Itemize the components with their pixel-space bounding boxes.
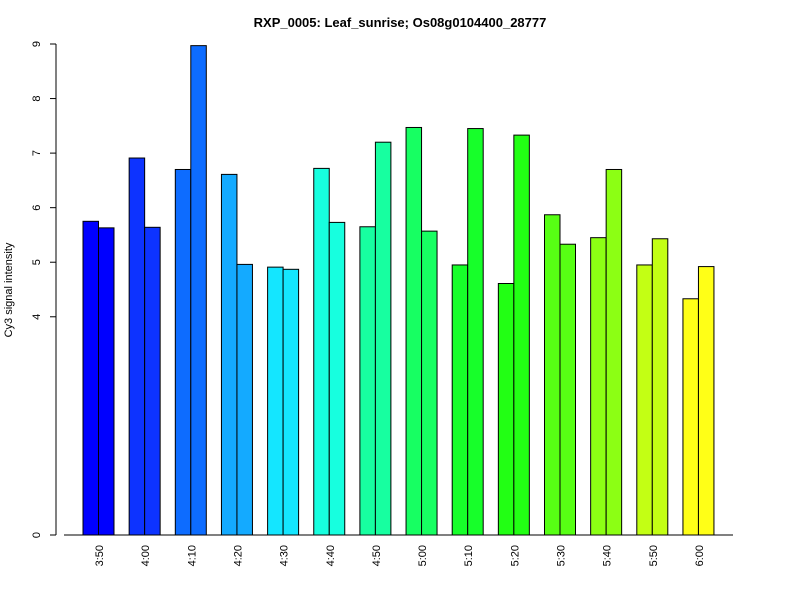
bars-group: [82, 45, 715, 536]
x-tick-label: 5:00: [417, 545, 429, 566]
bar: [467, 128, 484, 536]
x-tick-label: 3:50: [94, 545, 106, 566]
y-tick-label: 7: [31, 150, 43, 156]
bar: [282, 268, 300, 536]
bar: [190, 45, 207, 536]
y-tick-label: 5: [31, 259, 43, 265]
y-axis-label: Cy3 signal intensity: [3, 242, 15, 337]
x-tick-label: 4:30: [279, 545, 291, 566]
chart-title: RXP_0005: Leaf_sunrise; Os08g0104400_287…: [254, 15, 547, 30]
bar: [451, 264, 469, 536]
y-tick-label: 9: [31, 41, 43, 47]
x-tick-label: 5:10: [463, 545, 475, 566]
bar: [220, 173, 238, 536]
bar: [651, 238, 669, 536]
x-tick-label: 4:20: [232, 545, 244, 566]
bar: [405, 126, 423, 536]
bar: [544, 214, 561, 536]
bar: [82, 220, 99, 536]
x-tick-label: 5:50: [648, 545, 660, 566]
bar: [267, 266, 284, 536]
x-tick-label: 4:50: [371, 545, 383, 566]
bar: [359, 226, 376, 536]
bar: [605, 168, 623, 536]
bar: [559, 243, 576, 536]
x-tick-label: 4:40: [325, 545, 337, 566]
y-tick-label: 8: [31, 95, 43, 101]
bar: [497, 283, 515, 536]
bar: [636, 264, 653, 536]
x-tick-label: 4:10: [186, 545, 198, 566]
bar: [590, 237, 607, 536]
bar: [236, 263, 253, 536]
bar: [421, 230, 438, 536]
bar: [513, 134, 530, 536]
bar: [144, 226, 161, 536]
x-tick-label: 5:40: [602, 545, 614, 566]
y-tick-label: 4: [31, 314, 43, 320]
x-tick-label: 5:20: [509, 545, 521, 566]
bar: [313, 167, 330, 536]
bar: [128, 157, 146, 536]
x-tick-label: 4:00: [140, 545, 152, 566]
y-axis: 0 4 5 6 7 8 9: [31, 41, 57, 538]
bar: [697, 266, 715, 536]
x-tick-label: 5:30: [556, 545, 568, 566]
bar: [374, 141, 392, 536]
bar: [328, 221, 346, 536]
bar: [98, 227, 115, 536]
bar: [174, 168, 192, 536]
x-axis-labels: 3:50 4:00 4:10 4:20 4:30 4:40 4:50 5:00 5:10 5:20…: [94, 545, 706, 566]
y-tick-label: 6: [31, 205, 43, 211]
bar: [682, 298, 699, 536]
x-tick-label: 6:00: [694, 545, 706, 566]
y-tick-label: 0: [31, 532, 43, 538]
